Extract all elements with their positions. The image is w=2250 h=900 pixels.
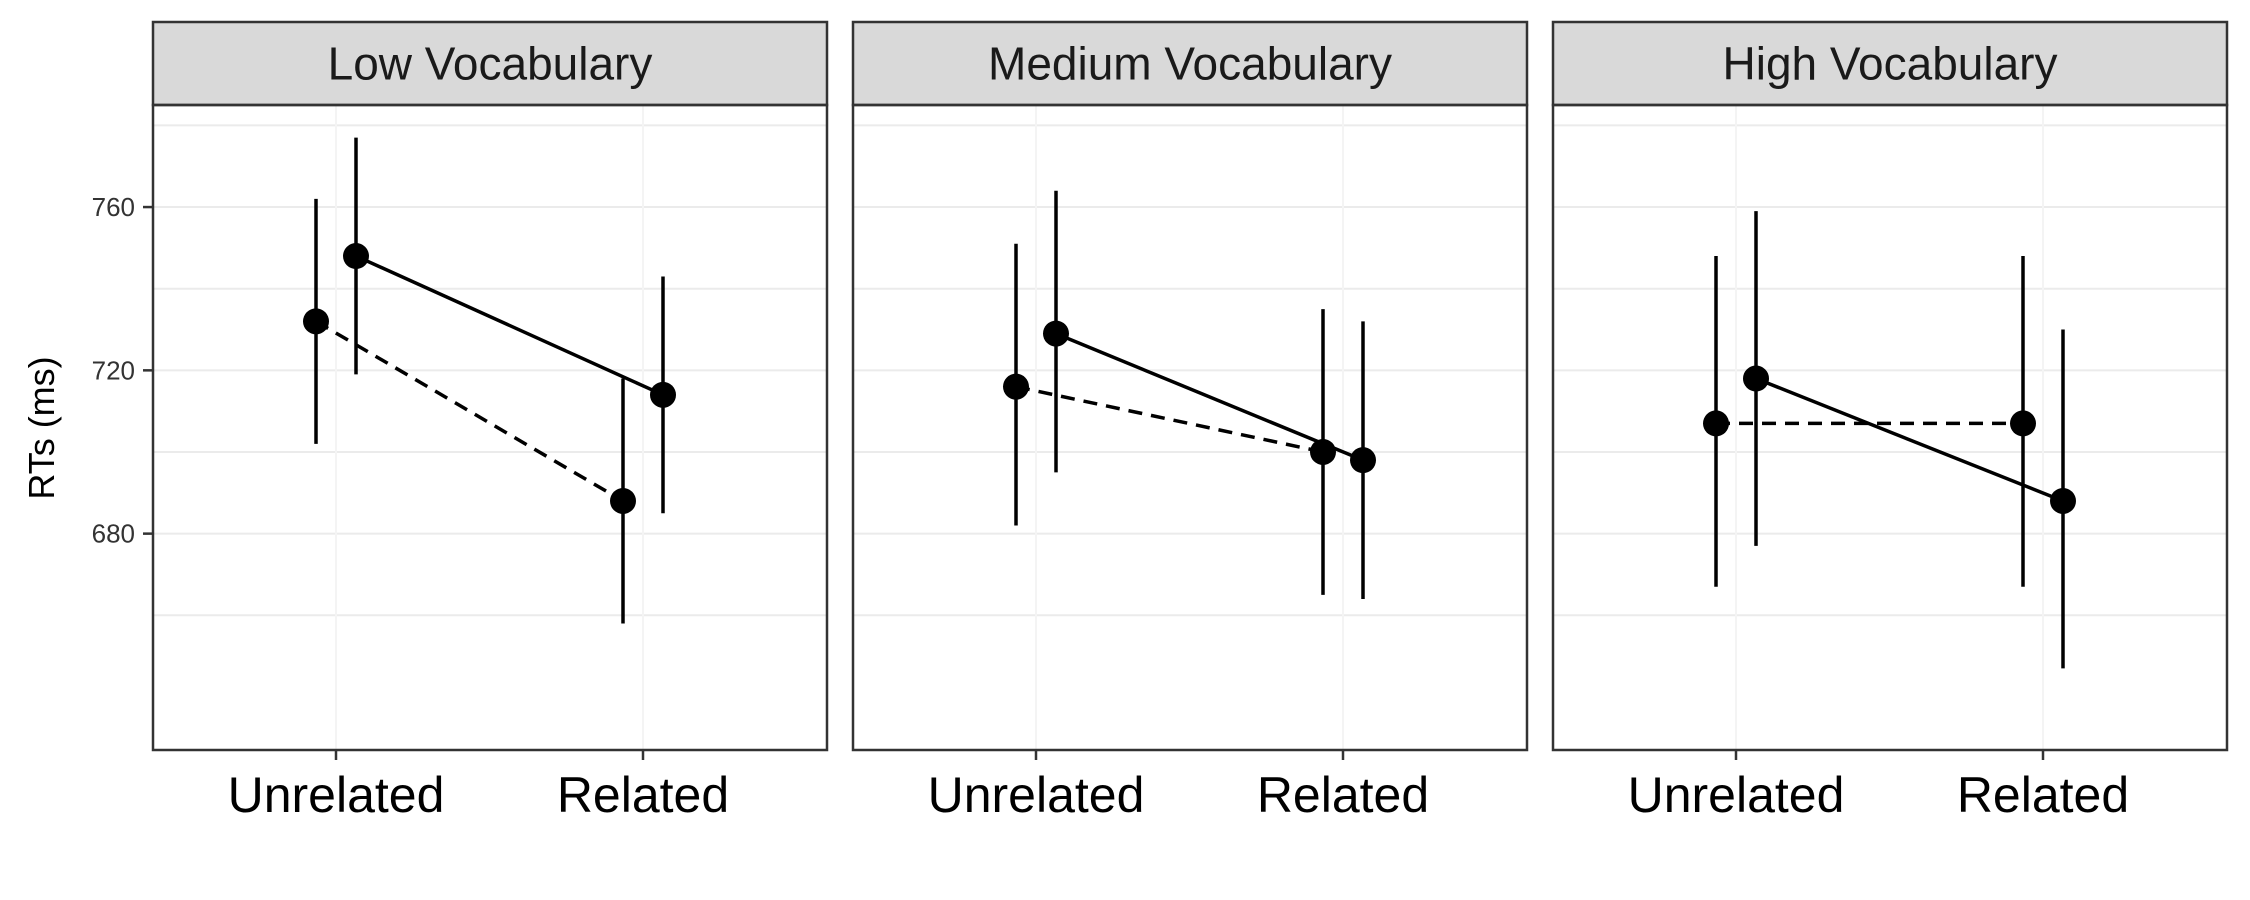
data-point xyxy=(1743,365,1769,392)
facet-title: High Vocabulary xyxy=(1723,38,2058,90)
facet-strip xyxy=(151,20,829,107)
y-axis-label: RTs (ms) xyxy=(21,356,62,499)
series-line-solid xyxy=(355,254,664,397)
data-point xyxy=(1350,447,1376,474)
x-tick-label: Unrelated xyxy=(228,767,445,823)
y-tick-label: 680 xyxy=(92,519,135,549)
y-tick-label: 760 xyxy=(92,192,135,222)
data-point xyxy=(2010,410,2036,437)
panel-2: Medium Vocabulary Unrelated Related xyxy=(851,20,1529,823)
x-tick-label: Related xyxy=(1257,767,1429,823)
panel-border xyxy=(151,103,829,752)
data-point xyxy=(1043,320,1069,347)
panel-3: High Vocabulary Unrelated Related xyxy=(1551,20,2229,823)
facet-strip xyxy=(1551,20,2229,107)
x-tick-label: Related xyxy=(1957,767,2129,823)
series-line-solid xyxy=(1055,331,1364,462)
data-point xyxy=(2050,487,2076,514)
panels-layer: Low Vocabulary Unrelated Related 680 720 760 M… xyxy=(92,20,2229,823)
x-tick-label: Unrelated xyxy=(1628,767,1845,823)
plot-background xyxy=(853,105,1527,750)
data-point xyxy=(650,381,676,408)
data-point xyxy=(343,243,369,270)
series-line-solid xyxy=(1755,376,2064,503)
panel-1: Low Vocabulary Unrelated Related 680 720 760 xyxy=(92,20,829,823)
panel-border xyxy=(851,103,1529,752)
data-point xyxy=(1003,373,1029,400)
facet-strip xyxy=(851,20,1529,107)
panel-border xyxy=(1551,103,2229,752)
facet-title: Medium Vocabulary xyxy=(988,38,1392,90)
x-tick-label: Related xyxy=(557,767,729,823)
data-point xyxy=(303,308,329,335)
data-point xyxy=(1703,410,1729,437)
x-tick-label: Unrelated xyxy=(928,767,1145,823)
series-line-dashed xyxy=(1015,384,1324,454)
facet-title: Low Vocabulary xyxy=(328,38,653,90)
plot-background xyxy=(153,105,827,750)
y-tick-label: 720 xyxy=(92,355,135,385)
data-point xyxy=(610,487,636,514)
plot-background xyxy=(1553,105,2227,750)
series-line-dashed xyxy=(315,319,624,503)
